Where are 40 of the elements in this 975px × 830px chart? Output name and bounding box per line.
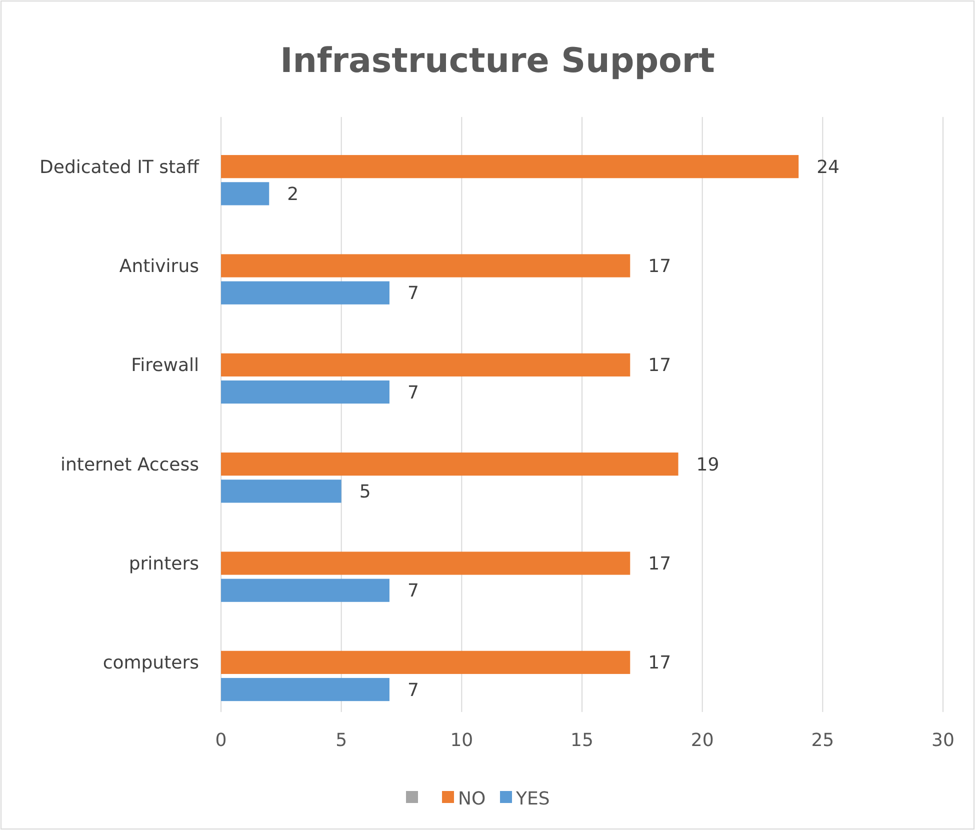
data-label: 7 <box>407 580 419 602</box>
legend-label: NO <box>458 788 486 810</box>
x-tick-label: 25 <box>811 730 834 751</box>
y-tick-label: printers <box>128 554 199 575</box>
data-label: 7 <box>407 283 419 304</box>
bar <box>221 552 630 575</box>
x-tick-label: 20 <box>690 730 714 751</box>
bar <box>221 182 270 206</box>
bar <box>221 480 342 503</box>
data-label: 24 <box>816 156 840 178</box>
data-label: 7 <box>407 382 419 404</box>
bar <box>221 353 630 376</box>
x-tick-label: 30 <box>932 730 954 751</box>
bar <box>221 452 678 476</box>
data-label: 7 <box>407 680 419 701</box>
data-label: 17 <box>648 256 672 278</box>
legend-label: YES <box>515 788 550 810</box>
x-tick-label: 5 <box>336 730 348 751</box>
bar <box>221 155 799 178</box>
bar <box>221 578 390 602</box>
data-label: 2 <box>287 184 299 205</box>
y-tick-label: Dedicated IT staff <box>40 156 200 178</box>
y-tick-label: computers <box>102 652 199 674</box>
data-label: 17 <box>648 355 672 376</box>
data-label: 5 <box>359 481 371 502</box>
y-tick-label: Firewall <box>131 355 199 376</box>
x-tick-label: 10 <box>450 730 474 751</box>
y-tick-label: Antivirus <box>119 256 199 278</box>
bar <box>221 254 630 278</box>
bar <box>221 650 630 674</box>
x-tick-label: 0 <box>215 730 227 751</box>
chart-title: Infrastructure Support <box>280 41 715 81</box>
data-label: 17 <box>648 554 672 575</box>
bar <box>221 380 390 404</box>
bar <box>221 281 390 304</box>
bar <box>221 678 390 702</box>
data-label: 19 <box>696 454 720 476</box>
y-tick-label: internet Access <box>60 454 199 476</box>
x-tick-label: 15 <box>570 730 594 751</box>
data-label: 17 <box>648 652 672 674</box>
